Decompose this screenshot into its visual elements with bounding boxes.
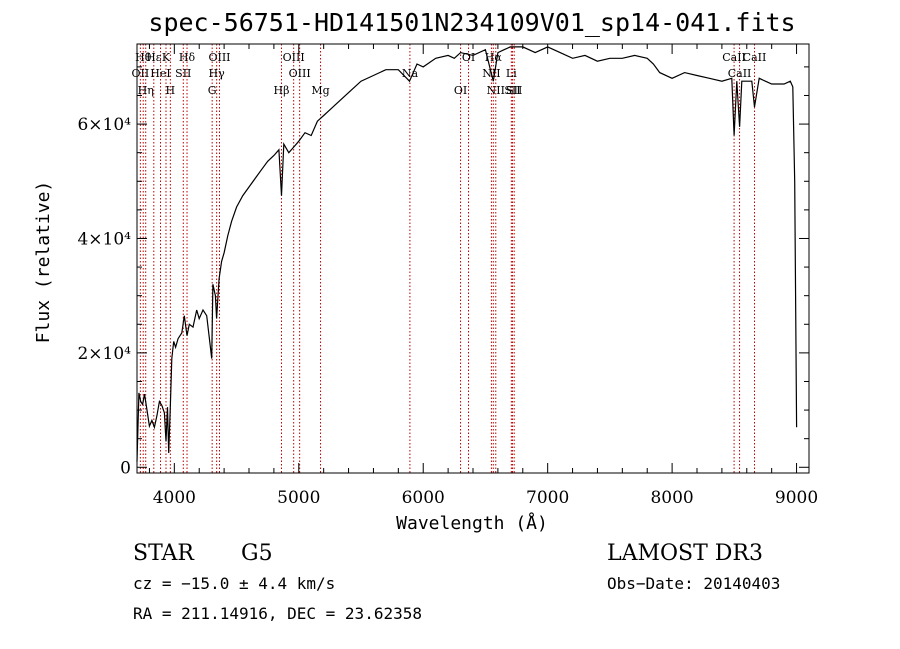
x-tick-label: 6000 — [402, 488, 445, 508]
chart-title: spec-56751-HD141501N234109V01_sp14-041.f… — [148, 8, 795, 37]
spectral-line-label: OI — [454, 84, 467, 97]
x-axis-label: Wavelength (Å) — [396, 512, 548, 534]
x-tick-label: 8000 — [650, 488, 693, 508]
coordinates-text: RA = 211.14916, DEC = 23.62358 — [133, 604, 422, 623]
redshift-text: cz = −15.0 ± 4.4 km/s — [133, 574, 335, 593]
spectral-line-label: SII — [175, 67, 191, 80]
plot-frame — [136, 43, 810, 474]
obs-date-text: Obs−Date: 20140403 — [607, 574, 780, 593]
spectral-line-label: Hθ — [135, 51, 152, 64]
spectral-line-label: OII — [132, 67, 150, 80]
spectral-line-markers — [139, 44, 755, 473]
spectral-line-label: CaII — [722, 51, 746, 64]
y-tick-label: 2×10⁴ — [77, 344, 131, 364]
spectral-line-labels: OIIHθHηHεHeIKHSIIHδGHγOIIIHβOIIIOIIIMgNa… — [132, 51, 767, 97]
survey-name: LAMOST DR3 — [607, 541, 763, 566]
spectral-line-label: NII — [487, 84, 505, 97]
object-class: STAR — [133, 541, 195, 566]
x-tick-label: 4000 — [153, 488, 196, 508]
spectral-line-label: Hγ — [209, 67, 226, 80]
x-tick-label: 5000 — [277, 488, 320, 508]
spectral-line-label: Mg — [311, 84, 329, 97]
spectral-line-label: OI — [462, 51, 475, 64]
spectral-line-label: CaII — [728, 67, 752, 80]
spectral-line-label: HeI — [150, 67, 170, 80]
y-axis: 0 2×10⁴ 4×10⁴ 6×10⁴ — [77, 66, 809, 478]
x-tick-label: 7000 — [526, 488, 569, 508]
object-subclass: G5 — [241, 541, 273, 566]
y-axis-label: Flux (relative) — [33, 181, 54, 344]
spectral-line-label: OIII — [289, 67, 311, 80]
spectral-line-label: OIII — [283, 51, 305, 64]
spectral-line-label: Li — [506, 67, 517, 80]
spectral-line-label: Hε — [146, 51, 162, 64]
x-axis: 4000 5000 6000 7000 8000 9000 — [148, 44, 818, 508]
spectral-line-label: SII — [504, 84, 520, 97]
spectrum-line — [136, 46, 798, 462]
spectral-line-label: K — [162, 51, 171, 64]
spectral-line-label: Hη — [138, 84, 154, 97]
spectral-line-label: Na — [402, 67, 419, 80]
spectral-line-label: G — [208, 84, 217, 97]
y-tick-label: 6×10⁴ — [77, 115, 131, 135]
spectral-line-label: SII — [506, 84, 522, 97]
spectral-line-label: OIII — [208, 51, 230, 64]
spectral-line-label: H — [166, 84, 176, 97]
spectral-line-label: Hδ — [179, 51, 196, 64]
spectral-line-label: Hβ — [274, 84, 290, 97]
x-tick-label: 9000 — [775, 488, 818, 508]
y-tick-label: 0 — [120, 458, 131, 478]
spectral-line-label: CaII — [743, 51, 767, 64]
y-tick-label: 4×10⁴ — [77, 229, 131, 249]
